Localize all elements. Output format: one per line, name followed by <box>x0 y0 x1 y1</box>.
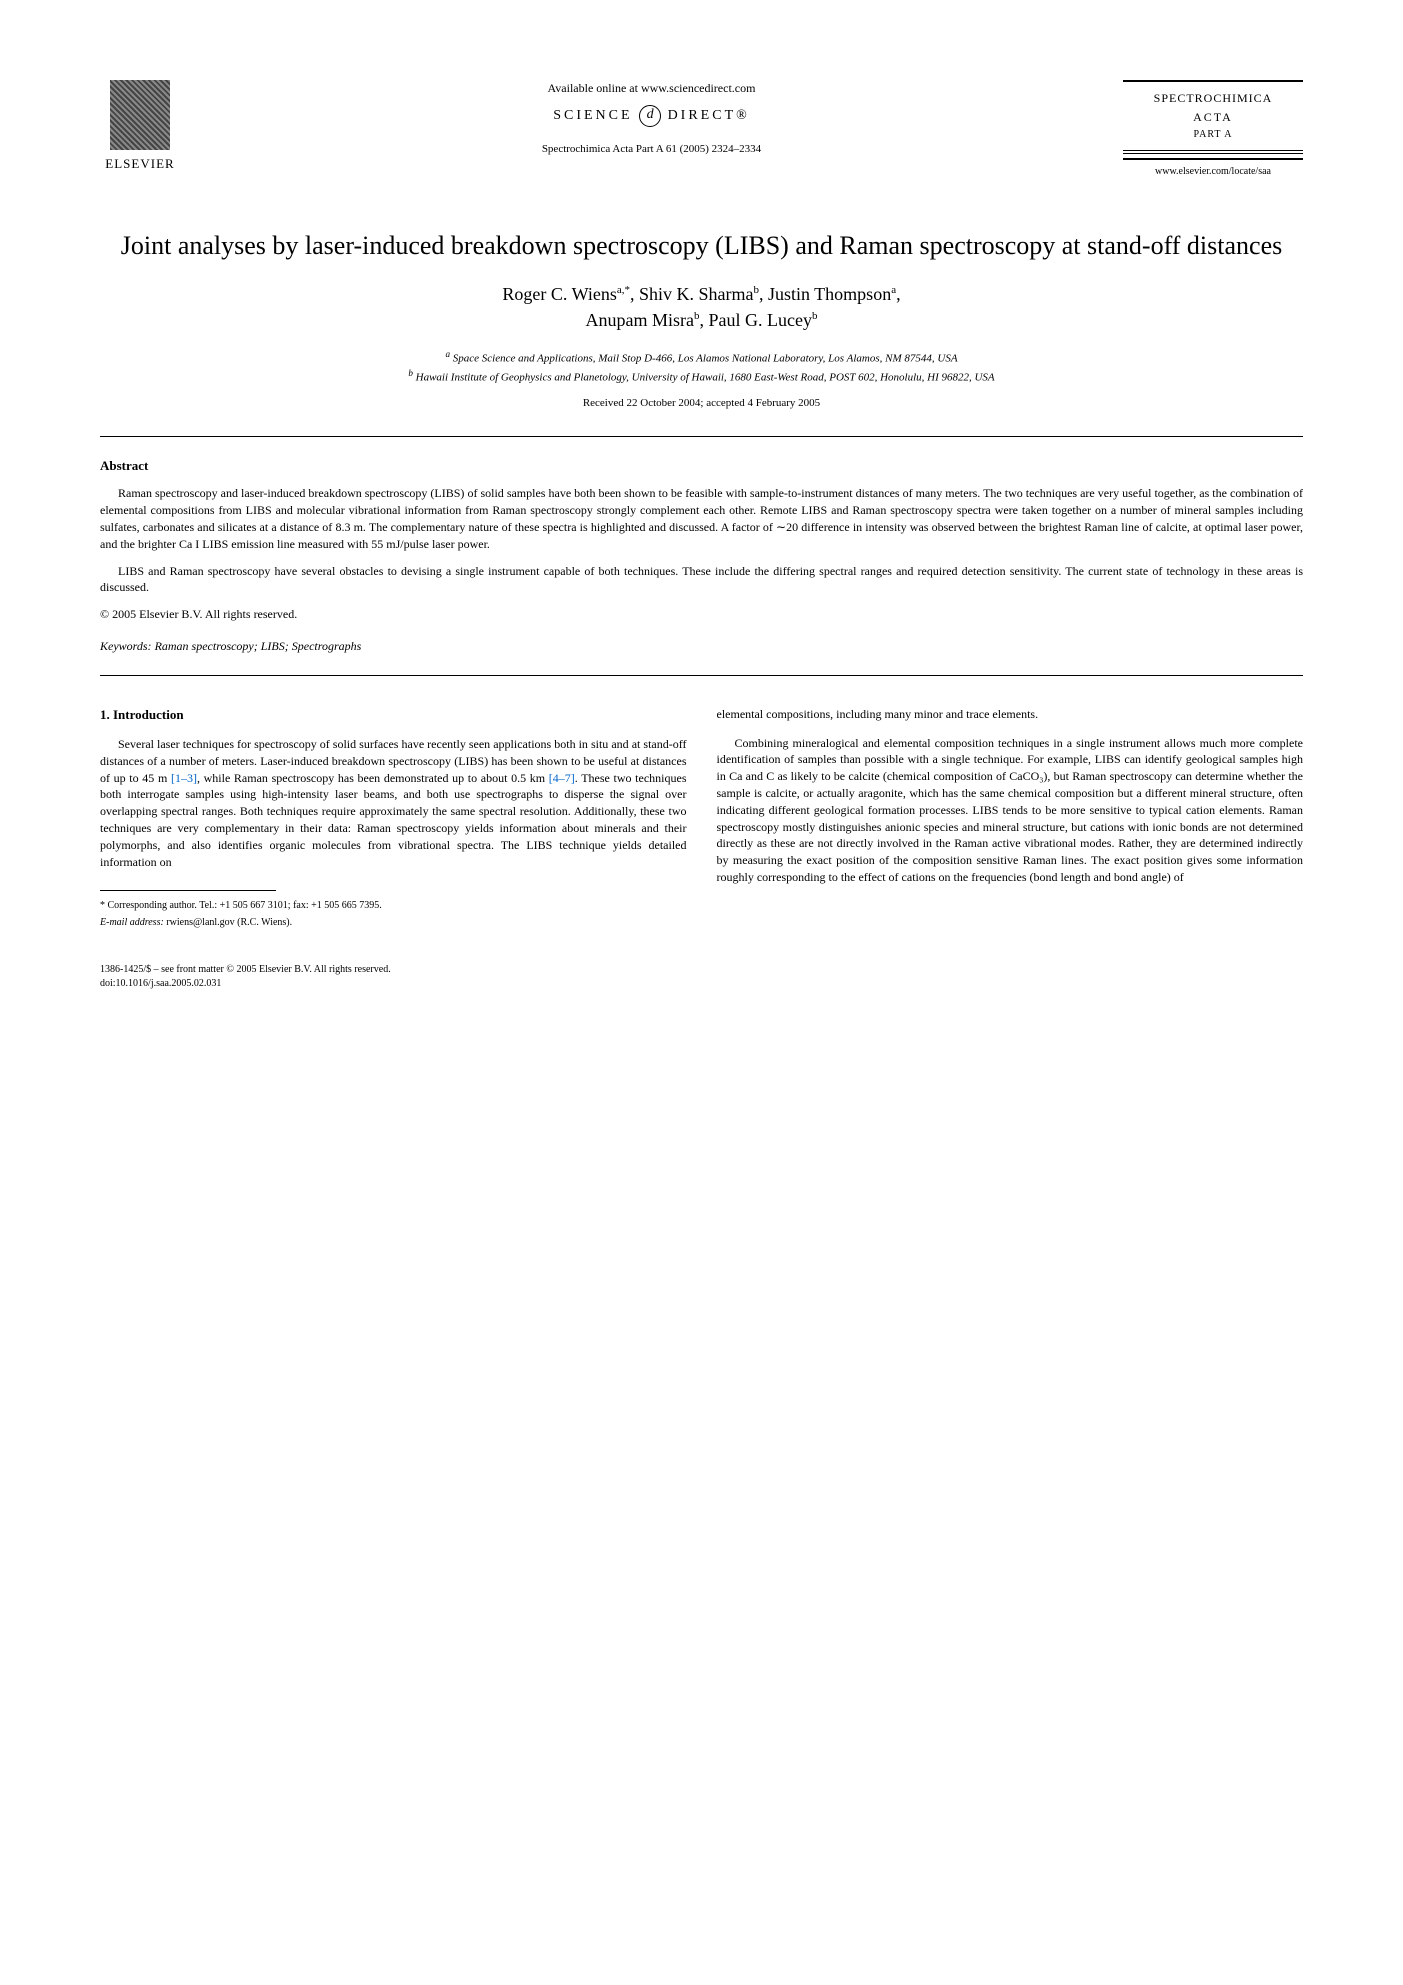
journal-box-inner: SPECTROCHIMICA ACTA PART A <box>1123 80 1303 151</box>
author-4: Anupam Misra <box>586 310 694 330</box>
sd-prefix: SCIENCE <box>553 108 632 123</box>
email-address: rwiens@lanl.gov (R.C. Wiens). <box>164 917 292 928</box>
doi-footer: 1386-1425/$ – see front matter © 2005 El… <box>100 963 1303 991</box>
keywords-line: Keywords: Raman spectroscopy; LIBS; Spec… <box>100 638 1303 655</box>
intro-text-b: , while Raman spectroscopy has been demo… <box>197 771 549 785</box>
journal-sub: ACTA <box>1123 109 1303 126</box>
ref-link-2[interactable]: [4–7] <box>549 771 575 785</box>
author-3: , Justin Thompson <box>759 284 891 304</box>
sd-circle-icon: d <box>639 105 661 127</box>
received-date: Received 22 October 2004; accepted 4 Feb… <box>100 396 1303 411</box>
author-1-affil: a, <box>617 284 625 296</box>
divider-top <box>100 436 1303 437</box>
affiliation-b-text: Hawaii Institute of Geophysics and Plane… <box>416 371 995 383</box>
intro-heading: 1. Introduction <box>100 706 687 724</box>
journal-box-line <box>1123 153 1303 160</box>
sd-suffix: DIRECT® <box>668 108 750 123</box>
footnote-divider <box>100 890 276 891</box>
science-direct-logo: SCIENCE d DIRECT® <box>200 105 1103 127</box>
front-matter-line: 1386-1425/$ – see front matter © 2005 El… <box>100 963 1303 977</box>
footnote-corresponding: * Corresponding author. Tel.: +1 505 667… <box>100 899 687 913</box>
abstract-p2: LIBS and Raman spectroscopy have several… <box>100 563 1303 597</box>
paper-title: Joint analyses by laser-induced breakdow… <box>100 229 1303 263</box>
center-header: Available online at www.sciencedirect.co… <box>180 80 1123 157</box>
abstract-p2-text: LIBS and Raman spectroscopy have several… <box>100 564 1303 595</box>
email-label: E-mail address: <box>100 917 164 928</box>
journal-box: SPECTROCHIMICA ACTA PART A www.elsevier.… <box>1123 80 1303 179</box>
keywords-label: Keywords: <box>100 639 152 653</box>
journal-reference: Spectrochimica Acta Part A 61 (2005) 232… <box>200 142 1103 157</box>
affiliation-a: a Space Science and Applications, Mail S… <box>100 348 1303 367</box>
abstract-heading: Abstract <box>100 457 1303 475</box>
footnote-email: E-mail address: rwiens@lanl.gov (R.C. Wi… <box>100 916 687 930</box>
author-1: Roger C. Wiens <box>502 284 616 304</box>
elsevier-logo: ELSEVIER <box>100 80 180 173</box>
elsevier-label: ELSEVIER <box>100 155 180 173</box>
authors-line: Roger C. Wiensa,*, Shiv K. Sharmab, Just… <box>100 282 1303 332</box>
author-5: , Paul G. Lucey <box>700 310 812 330</box>
elsevier-tree-icon <box>110 80 170 150</box>
abstract-p1-text: Raman spectroscopy and laser-induced bre… <box>100 486 1303 550</box>
body-columns: 1. Introduction Several laser techniques… <box>100 706 1303 934</box>
intro-text-c: . These two techniques both interrogate … <box>100 771 687 869</box>
author-5-affil: b <box>812 310 818 322</box>
journal-url: www.elsevier.com/locate/saa <box>1123 165 1303 179</box>
journal-name: SPECTROCHIMICA <box>1123 90 1303 107</box>
abstract-p1: Raman spectroscopy and laser-induced bre… <box>100 485 1303 552</box>
affiliation-b: b Hawaii Institute of Geophysics and Pla… <box>100 367 1303 386</box>
ref-link-1[interactable]: [1–3] <box>171 771 197 785</box>
divider-bottom <box>100 675 1303 676</box>
author-3-affil: a <box>891 284 896 296</box>
abstract-copyright: © 2005 Elsevier B.V. All rights reserved… <box>100 606 1303 623</box>
col2-p2: Combining mineralogical and elemental co… <box>717 735 1304 886</box>
intro-paragraph: Several laser techniques for spectroscop… <box>100 736 687 870</box>
column-right: elemental compositions, including many m… <box>717 706 1304 934</box>
journal-part: PART A <box>1123 128 1303 142</box>
author-2: , Shiv K. Sharma <box>630 284 754 304</box>
affiliations: a Space Science and Applications, Mail S… <box>100 348 1303 386</box>
header-bar: ELSEVIER Available online at www.science… <box>100 80 1303 179</box>
col2-p1: elemental compositions, including many m… <box>717 706 1304 723</box>
doi-line: doi:10.1016/j.saa.2005.02.031 <box>100 977 1303 991</box>
column-left: 1. Introduction Several laser techniques… <box>100 706 687 934</box>
keywords-text: Raman spectroscopy; LIBS; Spectrographs <box>152 639 362 653</box>
available-online-text: Available online at www.sciencedirect.co… <box>200 80 1103 97</box>
affiliation-a-text: Space Science and Applications, Mail Sto… <box>453 352 958 364</box>
